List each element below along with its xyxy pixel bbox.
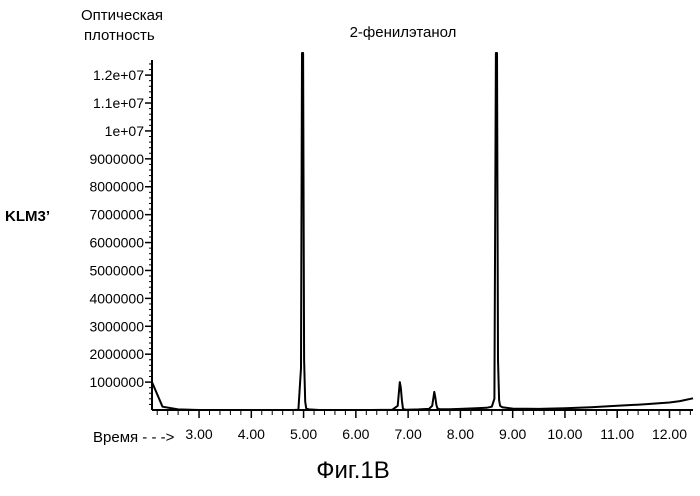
- x-tick-label: 6.00: [342, 426, 369, 442]
- series-line: [152, 53, 693, 410]
- y-axis-label-line2: плотность: [84, 27, 155, 44]
- x-tick-label: 8.00: [447, 426, 474, 442]
- y-ticks: 1000000 2000000 3000000 4000000 5000000 60000…: [89, 64, 152, 404]
- y-tick-label: 8000000: [89, 179, 144, 195]
- y-tick-label: 1.2e+07: [93, 67, 144, 83]
- axes: [152, 60, 693, 410]
- x-tick-label: 10.00: [547, 426, 582, 442]
- y-axis-label-line1: Оптическая: [81, 7, 163, 24]
- x-ticks: 3.00 4.00 5.00 6.00 7.00 8.00 9.00 10.00 11.00 12…: [157, 410, 690, 442]
- peak-annotation: 2-фенилэтанол: [350, 24, 457, 41]
- y-tick-label: 4000000: [89, 290, 144, 306]
- y-tick-label: 3000000: [89, 318, 144, 334]
- x-axis-label: Время - - ->: [93, 429, 175, 446]
- y-tick-label: 5000000: [89, 262, 144, 278]
- y-tick-label: 2000000: [89, 346, 144, 362]
- x-tick-label: 12.00: [652, 426, 687, 442]
- y-tick-label: 9000000: [89, 151, 144, 167]
- x-tick-label: 7.00: [395, 426, 422, 442]
- y-tick-label: 1e+07: [105, 123, 145, 139]
- series-label: KLM3’: [5, 208, 50, 225]
- x-tick-label: 5.00: [290, 426, 317, 442]
- x-tick-label: 3.00: [185, 426, 212, 442]
- x-tick-label: 9.00: [499, 426, 526, 442]
- y-tick-label: 1000000: [89, 374, 144, 390]
- plot-area: [152, 53, 693, 410]
- y-tick-label: 7000000: [89, 207, 144, 223]
- x-tick-label: 11.00: [600, 426, 634, 442]
- x-tick-label: 4.00: [238, 426, 265, 442]
- y-tick-label: 1.1e+07: [93, 95, 144, 111]
- y-tick-label: 6000000: [89, 235, 144, 251]
- figure-caption: Фиг.1В: [316, 457, 390, 484]
